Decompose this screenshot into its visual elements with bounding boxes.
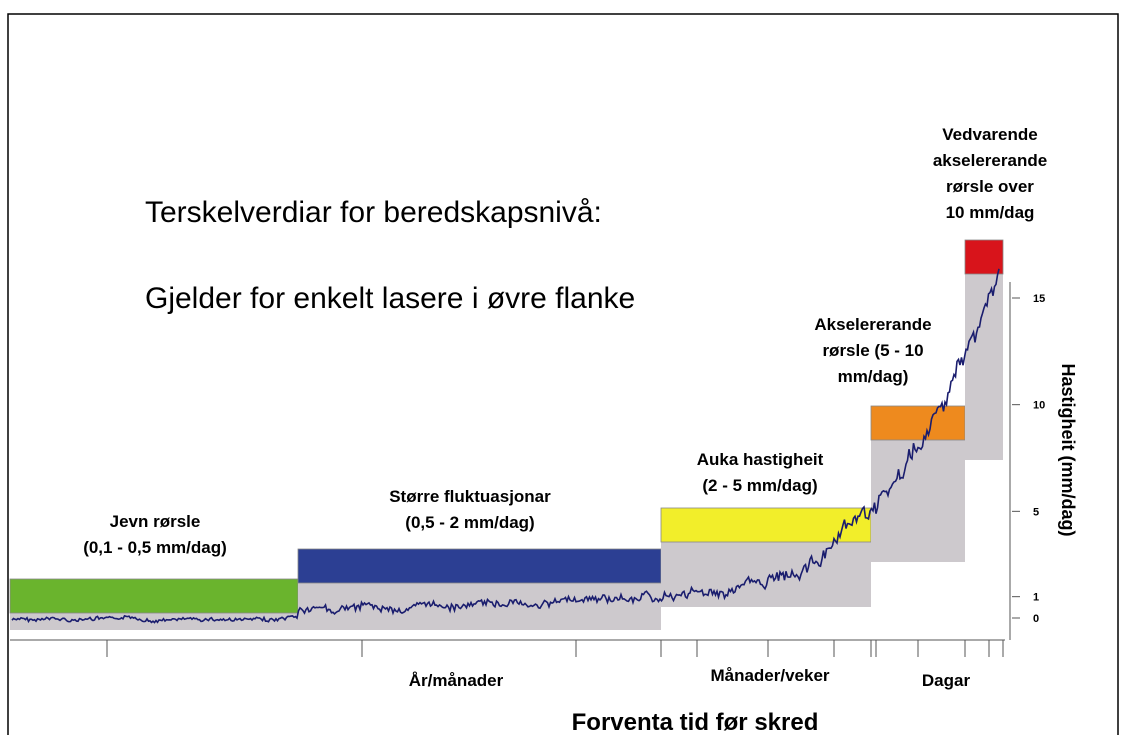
level-label: Større fluktuasjonar (389, 487, 551, 506)
x-segment-label: Månader/veker (710, 666, 829, 685)
y-tick-label: 0 (1033, 613, 1039, 625)
level-box (870, 405, 966, 441)
level-box (9, 578, 299, 614)
y-axis-label: Hastigheit (mm/dag) (1058, 363, 1078, 536)
frame (7, 13, 1119, 735)
level-label: Jevn rørsle (110, 512, 201, 531)
level-range (871, 440, 965, 562)
level-label: (2 - 5 mm/dag) (702, 476, 817, 495)
y-tick-label: 1 (1033, 592, 1039, 604)
level-range (965, 274, 1003, 460)
y-tick-label: 10 (1033, 400, 1045, 412)
level-label: rørsle (5 - 10 (822, 341, 923, 360)
level-label: akselererande (933, 151, 1047, 170)
x-segment-label: År/månader (409, 671, 504, 690)
level-label: mm/dag) (838, 367, 909, 386)
velocity-trace (11, 268, 1000, 624)
subtitle: Gjelder for enkelt lasere i øvre flanke (145, 282, 635, 315)
level-box (297, 548, 662, 584)
x-axis-label: Forventa tid før skred (572, 709, 819, 735)
x-segment-label: Dagar (922, 671, 971, 690)
level-label: Akselererande (814, 315, 931, 334)
level-box (964, 239, 1004, 275)
level-label: Auka hastigheit (697, 450, 824, 469)
level-label: (0,1 - 0,5 mm/dag) (83, 538, 227, 557)
level-label: Vedvarende (942, 125, 1037, 144)
level-box (660, 507, 872, 543)
y-tick-label: 5 (1033, 506, 1039, 518)
level-label: rørsle over (946, 177, 1034, 196)
level-label: (0,5 - 2 mm/dag) (405, 513, 534, 532)
y-tick-label: 15 (1033, 293, 1045, 305)
level-range (661, 542, 871, 607)
title: Terskelverdiar for beredskapsnivå: (145, 196, 602, 229)
level-label: 10 mm/dag (946, 203, 1035, 222)
